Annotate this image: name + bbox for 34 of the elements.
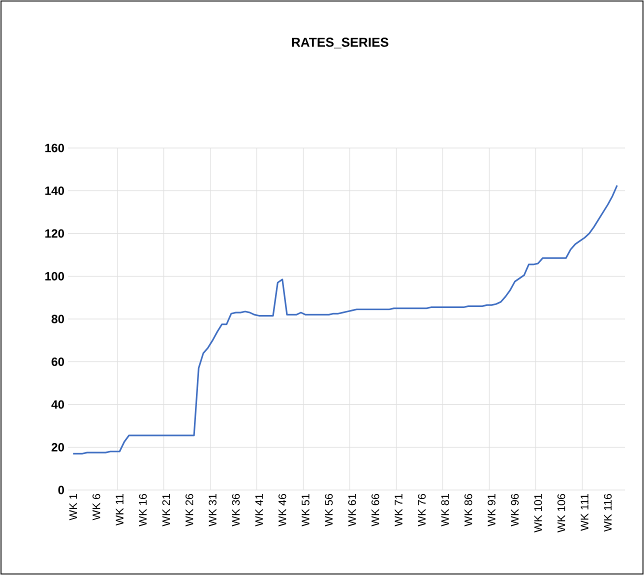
- x-tick-label: WK 21: [162, 494, 170, 526]
- x-tick-label: WK 41: [255, 494, 263, 526]
- y-tick-label: 40: [51, 400, 64, 409]
- y-tick-label: 140: [45, 186, 64, 195]
- x-tick-label: WK 6: [92, 494, 100, 520]
- y-tick-label: 60: [52, 358, 64, 366]
- x-tick-label: WK 96: [510, 494, 519, 526]
- x-tick-label: WK 86: [464, 494, 472, 526]
- x-tick-label: WK 11: [116, 494, 124, 526]
- x-tick-label: WK 76: [418, 494, 426, 526]
- x-tick-label: WK 106: [557, 494, 566, 532]
- x-tick-label: WK 46: [278, 494, 286, 526]
- x-tick-label: WK 56: [324, 494, 333, 526]
- chart-title: RATES_SERIES: [292, 38, 388, 48]
- x-tick-label: WK 51: [302, 494, 310, 526]
- x-tick-label: WK 16: [138, 494, 147, 526]
- x-tick-label: WK 81: [441, 494, 449, 526]
- x-tick-label: WK 1: [69, 494, 77, 520]
- x-tick-label: WK 71: [394, 494, 402, 526]
- x-tick-label: WK 31: [208, 494, 216, 526]
- y-tick-label: 20: [52, 443, 64, 452]
- y-tick-label: 100: [45, 272, 64, 280]
- x-tick-label: WK 101: [534, 494, 542, 532]
- x-tick-label: WK 116: [604, 494, 612, 532]
- y-tick-label: 120: [45, 229, 64, 238]
- y-tick-label: 0: [58, 486, 64, 494]
- x-tick-label: WK 36: [232, 494, 240, 526]
- y-tick-label: 80: [52, 314, 64, 324]
- x-tick-label: WK 26: [185, 494, 194, 526]
- y-tick-label: 160: [45, 144, 64, 152]
- x-tick-label: WK 111: [580, 494, 588, 531]
- x-tick-label: WK 91: [488, 494, 496, 526]
- x-tick-label: WK 61: [348, 494, 356, 526]
- x-tick-label: WK 66: [371, 494, 380, 526]
